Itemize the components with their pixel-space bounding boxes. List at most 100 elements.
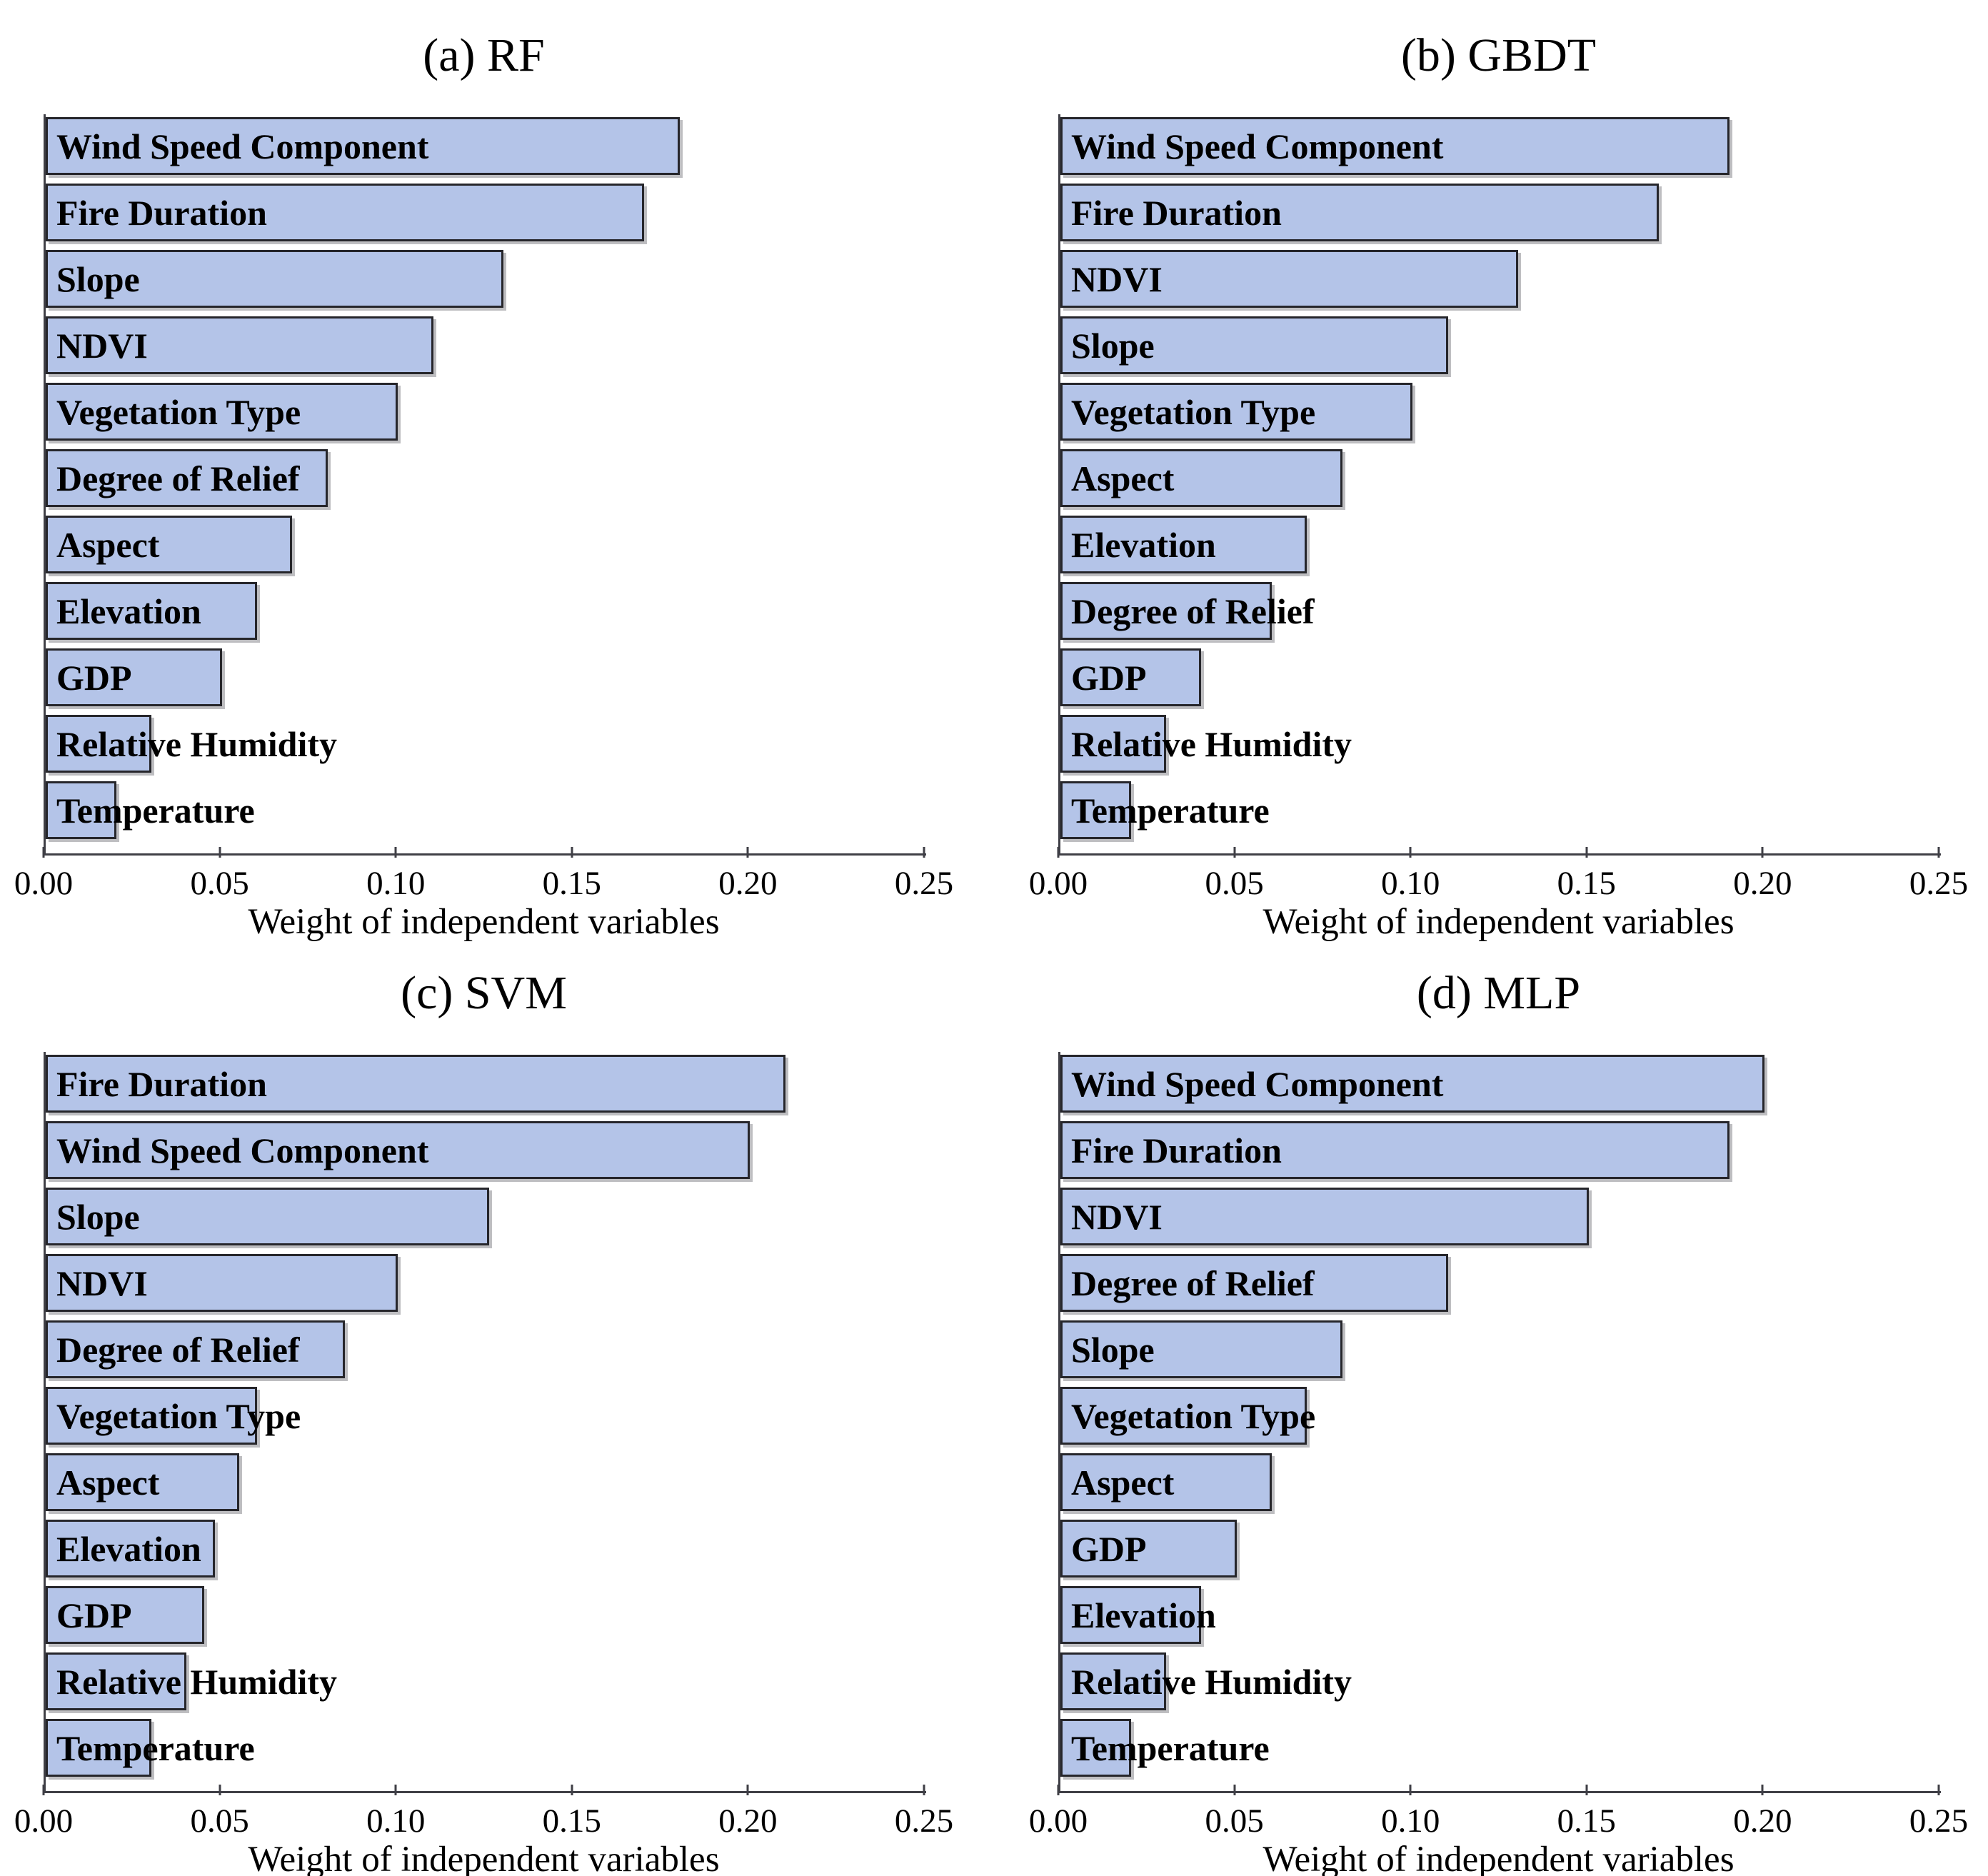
bar-row: Elevation bbox=[1060, 1586, 1941, 1644]
tick-label: 0.25 bbox=[894, 1802, 954, 1840]
tick-label: 0.05 bbox=[1205, 1802, 1264, 1840]
bar-label: GDP bbox=[1071, 657, 1147, 698]
chart-title: (a) RF bbox=[423, 29, 545, 81]
bar bbox=[1060, 383, 1413, 441]
bar bbox=[46, 781, 116, 839]
bar-row: Vegetation Type bbox=[1060, 1387, 1941, 1445]
chart-a: (a) RF Wind Speed Component Fire Duration… bbox=[0, 0, 994, 942]
tick-label: 0.10 bbox=[366, 1802, 426, 1840]
tick-label: 0.20 bbox=[1733, 865, 1792, 902]
bar-row: Slope bbox=[1060, 316, 1941, 374]
tick-mark bbox=[923, 1785, 925, 1795]
bar bbox=[1060, 1387, 1307, 1445]
bar-row: NDVI bbox=[1060, 250, 1941, 308]
bar-row: Degree of Relief bbox=[1060, 1254, 1941, 1312]
tick-label: 0.25 bbox=[1909, 865, 1969, 902]
plot-area: Wind Speed Component Fire Duration Slope ND… bbox=[44, 114, 926, 856]
bar-row: Slope bbox=[46, 1188, 926, 1245]
bar-row: GDP bbox=[46, 1586, 926, 1644]
bar-row: GDP bbox=[1060, 648, 1941, 706]
bar-label: Elevation bbox=[1071, 524, 1216, 565]
bar-label: Fire Duration bbox=[1071, 192, 1282, 233]
bar-label: Vegetation Type bbox=[56, 1395, 301, 1436]
bar-row: Aspect bbox=[1060, 1453, 1941, 1511]
bar bbox=[1060, 781, 1131, 839]
bar bbox=[46, 250, 504, 308]
tick-label: 0.00 bbox=[14, 865, 74, 902]
bar bbox=[46, 1652, 187, 1710]
tick-mark bbox=[746, 847, 749, 858]
bar-row: Vegetation Type bbox=[46, 1387, 926, 1445]
bar bbox=[46, 316, 433, 374]
tick-mark bbox=[746, 1785, 749, 1795]
tick-label: 0.15 bbox=[542, 1802, 601, 1840]
x-axis-label: Weight of independent variables bbox=[1262, 902, 1735, 942]
bar bbox=[46, 516, 293, 573]
bar bbox=[1060, 516, 1307, 573]
tick-mark bbox=[1409, 847, 1412, 858]
bar-label: Fire Duration bbox=[1071, 1130, 1282, 1170]
bar-label: Slope bbox=[1071, 325, 1155, 366]
bar-label: Degree of Relief bbox=[56, 458, 300, 498]
bar bbox=[1060, 1520, 1237, 1577]
tick-label: 0.05 bbox=[190, 1802, 249, 1840]
bar-label: Aspect bbox=[1071, 458, 1175, 498]
tick-label: 0.15 bbox=[542, 865, 601, 902]
bar bbox=[1060, 316, 1448, 374]
tick-mark bbox=[1761, 1785, 1764, 1795]
tick-mark bbox=[42, 1785, 45, 1795]
bar-label: NDVI bbox=[1071, 259, 1163, 299]
bar-label: Aspect bbox=[56, 1462, 160, 1503]
bar-label: Fire Duration bbox=[56, 192, 267, 233]
bar-label: Aspect bbox=[56, 524, 160, 565]
bar-row: Degree of Relief bbox=[46, 1320, 926, 1378]
bar bbox=[1060, 1719, 1131, 1777]
bar-label: GDP bbox=[56, 1595, 132, 1635]
bar bbox=[46, 1254, 398, 1312]
bar bbox=[1060, 1586, 1202, 1644]
bar-label: Elevation bbox=[1071, 1595, 1216, 1635]
bar-label: Relative Humidity bbox=[56, 1661, 338, 1702]
bar-row: NDVI bbox=[1060, 1188, 1941, 1245]
bar bbox=[46, 1520, 215, 1577]
bar bbox=[46, 117, 680, 175]
bar-row: Wind Speed Component bbox=[46, 1121, 926, 1179]
bar-row: Wind Speed Component bbox=[46, 117, 926, 175]
bar-row: Relative Humidity bbox=[46, 1652, 926, 1710]
bar bbox=[1060, 117, 1730, 175]
tick-label: 0.05 bbox=[1205, 865, 1264, 902]
bar bbox=[1060, 715, 1166, 773]
bar-label: Elevation bbox=[56, 591, 201, 631]
bar-row: Aspect bbox=[46, 1453, 926, 1511]
bar bbox=[1060, 1055, 1765, 1113]
plot-area: Fire Duration Wind Speed Component Slope ND… bbox=[44, 1052, 926, 1793]
tick-mark bbox=[1057, 1785, 1060, 1795]
bar-label: Relative Humidity bbox=[1071, 1661, 1352, 1702]
tick-label: 0.05 bbox=[190, 865, 249, 902]
bar-row: Fire Duration bbox=[46, 184, 926, 241]
bar-row: Temperature bbox=[46, 1719, 926, 1777]
bar-label: Temperature bbox=[56, 1727, 255, 1768]
bar-row: Aspect bbox=[1060, 449, 1941, 507]
bar-row: Wind Speed Component bbox=[1060, 1055, 1941, 1113]
bar-label: Temperature bbox=[1071, 790, 1270, 831]
bar-row: Elevation bbox=[46, 1520, 926, 1577]
tick-label: 0.20 bbox=[1733, 1802, 1792, 1840]
tick-label: 0.15 bbox=[1557, 865, 1616, 902]
bar-label: GDP bbox=[56, 657, 132, 698]
bar-row: Temperature bbox=[1060, 781, 1941, 839]
tick-mark bbox=[571, 847, 573, 858]
chart-b: (b) GBDT Wind Speed Component Fire Durati… bbox=[994, 0, 1988, 942]
bar-label: Slope bbox=[56, 259, 140, 299]
tick-mark bbox=[1409, 1785, 1412, 1795]
x-axis: 0.00 0.05 0.10 0.15 0.20 0.25 bbox=[1029, 1785, 1968, 1863]
bar bbox=[1060, 1188, 1589, 1245]
bar-label: NDVI bbox=[56, 1263, 148, 1303]
bar-row: Temperature bbox=[1060, 1719, 1941, 1777]
plot-area: Wind Speed Component Fire Duration NDVI Slo… bbox=[1058, 114, 1941, 856]
x-axis-label: Weight of independent variables bbox=[248, 902, 720, 942]
bar-label: Vegetation Type bbox=[56, 391, 301, 432]
bar-label: Wind Speed Component bbox=[56, 126, 429, 166]
bar-row: Elevation bbox=[1060, 516, 1941, 573]
